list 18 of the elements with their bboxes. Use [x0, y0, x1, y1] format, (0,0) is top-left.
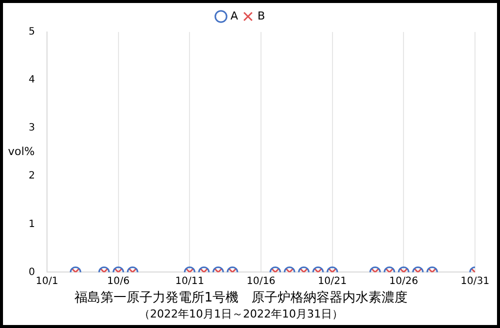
y-tick-label: 1: [28, 218, 35, 230]
x-tick-label: 10/11: [175, 276, 204, 287]
x-tick-label: 10/21: [318, 276, 347, 287]
legend-label: A: [230, 9, 238, 22]
x-tick-label: 10/16: [246, 276, 276, 287]
x-tick-label: 10/26: [389, 276, 418, 287]
legend-label: B: [257, 9, 266, 22]
x-tick-label: 10/31: [460, 276, 490, 287]
text: （2022年10月1日～2022年10月31日）: [139, 307, 343, 320]
y-tick-label: 3: [28, 122, 35, 134]
y-tick-label: 2: [28, 170, 35, 182]
x-tick-label: 10/6: [107, 276, 130, 287]
y-tick-label: 4: [28, 74, 35, 86]
y-tick-label: 0: [28, 266, 35, 278]
x-tick-label: 10/1: [36, 276, 58, 287]
y-tick-label: 5: [28, 26, 35, 38]
y-axis-title: vol%: [8, 144, 35, 158]
text: 福島第一原子力発電所1号機 原子炉格納容器内水素濃度: [74, 289, 408, 306]
